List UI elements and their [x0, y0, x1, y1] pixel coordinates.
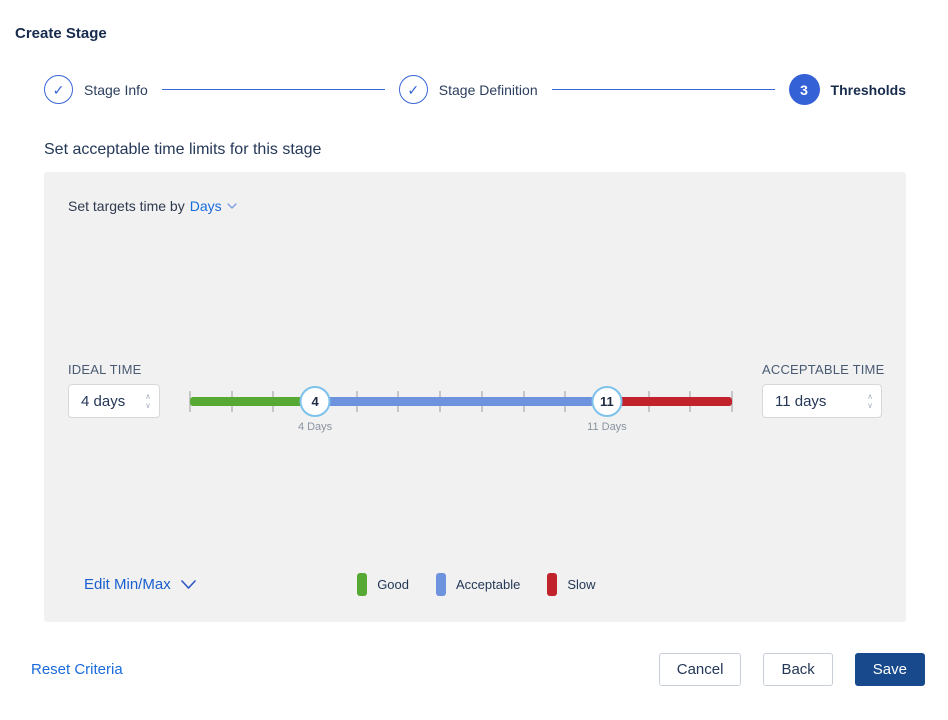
- targets-prefix-label: Set targets time by: [68, 198, 185, 214]
- good-color-chip: [357, 572, 368, 596]
- spinner-down-icon[interactable]: ∨: [145, 400, 151, 410]
- step-number-badge: 3: [788, 74, 820, 105]
- slider-segment-slow: [606, 397, 732, 406]
- ideal-time-value: 4 days: [81, 392, 126, 410]
- panel-bottom-row: Edit Min/Max Good Acceptable Slow: [68, 572, 882, 596]
- chevron-down-icon: [180, 579, 196, 589]
- check-circle-icon: ✓: [44, 75, 73, 104]
- slider-segment-good: [190, 397, 316, 406]
- ideal-time-handle[interactable]: 4: [299, 386, 331, 417]
- acceptable-time-input[interactable]: 11 days ∧ ∨: [762, 384, 882, 418]
- reset-criteria-link[interactable]: Reset Criteria: [31, 660, 123, 678]
- legend-item-acceptable: Acceptable: [436, 572, 521, 596]
- ideal-time-group: IDEAL TIME 4 days ∧ ∨: [68, 362, 160, 418]
- slow-color-chip: [547, 572, 558, 596]
- acceptable-time-spinners: ∧ ∨: [867, 385, 873, 417]
- ideal-time-spinners: ∧ ∨: [145, 385, 151, 417]
- legend-item-good: Good: [357, 572, 409, 596]
- legend: Good Acceptable Slow: [196, 572, 757, 596]
- step-number: 3: [800, 81, 808, 98]
- step-thresholds[interactable]: 3 Thresholds: [788, 74, 907, 105]
- thresholds-panel: Set targets time by Days IDEAL TIME 4 da…: [44, 172, 906, 622]
- footer-buttons: Cancel Back Save: [658, 652, 925, 686]
- ideal-time-label: IDEAL TIME: [68, 362, 142, 377]
- step-stage-info[interactable]: ✓ Stage Info: [44, 75, 148, 104]
- acceptable-handle-caption: 11 Days: [587, 421, 627, 433]
- edit-minmax-label: Edit Min/Max: [84, 575, 171, 593]
- spinner-up-icon[interactable]: ∧: [145, 391, 151, 401]
- check-icon: ✓: [407, 81, 420, 98]
- section-heading: Set acceptable time limits for this stag…: [44, 141, 322, 158]
- slider-segment-acceptable: [315, 397, 607, 406]
- check-icon: ✓: [52, 81, 65, 98]
- step-label: Stage Definition: [438, 81, 538, 98]
- back-button[interactable]: Back: [763, 652, 833, 686]
- legend-label: Acceptable: [456, 576, 521, 592]
- step-label: Stage Info: [84, 81, 148, 98]
- cancel-button[interactable]: Cancel: [658, 652, 742, 686]
- legend-item-slow: Slow: [547, 572, 596, 596]
- stepper: ✓ Stage Info ✓ Stage Definition 3 Thresh…: [44, 74, 906, 105]
- stepper-connector: [161, 89, 385, 90]
- ideal-time-input[interactable]: 4 days ∧ ∨: [68, 384, 160, 418]
- time-unit-value: Days: [189, 198, 222, 214]
- spinner-up-icon[interactable]: ∧: [867, 391, 873, 401]
- acceptable-time-handle[interactable]: 11: [591, 386, 623, 417]
- legend-label: Good: [377, 576, 409, 592]
- stepper-connector: [551, 89, 775, 90]
- acceptable-time-group: ACCEPTABLE TIME 11 days ∧ ∨: [762, 362, 885, 418]
- targets-row: Set targets time by Days: [68, 198, 882, 214]
- edit-minmax-link[interactable]: Edit Min/Max: [84, 576, 196, 593]
- slider-tick: [731, 391, 733, 412]
- footer: Reset Criteria Cancel Back Save: [0, 652, 948, 686]
- step-stage-definition[interactable]: ✓ Stage Definition: [398, 75, 538, 104]
- page-title: Create Stage: [15, 25, 107, 42]
- spinner-down-icon[interactable]: ∨: [867, 400, 873, 410]
- chevron-down-icon: [226, 203, 237, 209]
- acceptable-time-value: 11 days: [775, 392, 827, 410]
- time-unit-dropdown[interactable]: Days: [190, 198, 237, 214]
- step-label: Thresholds: [830, 81, 907, 98]
- check-circle-icon: ✓: [398, 75, 428, 104]
- time-slider: 4 11 4 Days 11 Days: [189, 384, 733, 433]
- acceptable-color-chip: [436, 572, 446, 596]
- save-button[interactable]: Save: [854, 652, 925, 686]
- legend-label: Slow: [567, 576, 596, 592]
- slider-row: IDEAL TIME 4 days ∧ ∨ 4 11 4 Days 11 Day…: [68, 362, 885, 433]
- ideal-handle-caption: 4 Days: [297, 421, 333, 433]
- acceptable-time-label: ACCEPTABLE TIME: [762, 362, 885, 377]
